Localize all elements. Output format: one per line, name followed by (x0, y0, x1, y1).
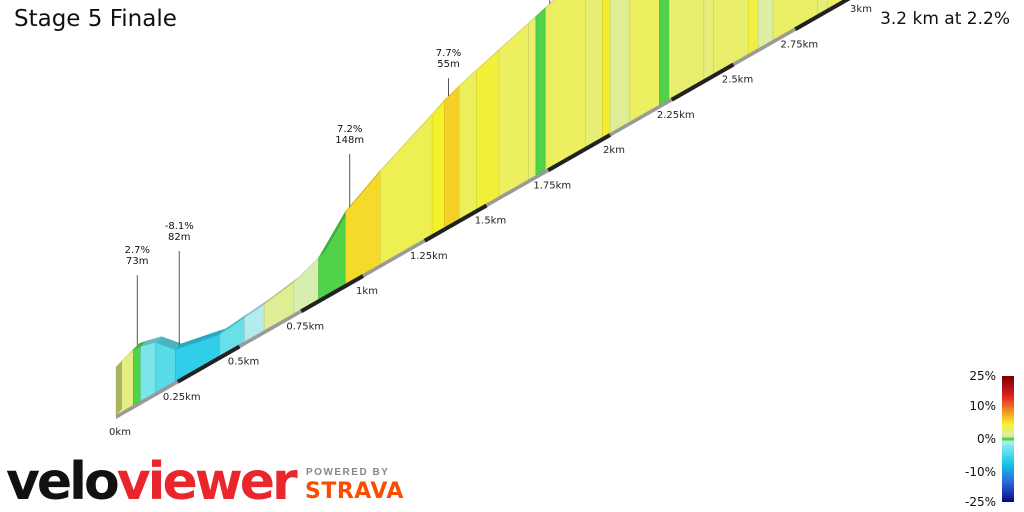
legend-color-bar (1002, 376, 1014, 502)
x-tick-label: 0.5km (228, 357, 259, 368)
profile-segment-top (264, 276, 300, 305)
profile-segment (459, 69, 477, 220)
x-tick-label: 1.25km (410, 251, 448, 262)
x-tick-label: 0.75km (286, 321, 324, 332)
profile-segment (585, 0, 603, 148)
annotation-length: 55m (437, 59, 459, 70)
powered-by-text: POWERED BY (306, 467, 390, 478)
distance-axis: 0km 0.25km 0.5km 0.75km 1km 1.25km 1.5km 1.75km… (109, 0, 872, 438)
gradient-legend: 25% 10% 0% -10% -25% (965, 369, 1014, 506)
logo-part-viewer: viewer (116, 452, 298, 512)
profile-segment (757, 0, 774, 49)
annotation-grade: -8.1% (165, 221, 194, 232)
legend-label: 25% (969, 369, 996, 383)
x-tick-label: 0.25km (163, 392, 201, 403)
profile-segment (602, 0, 611, 138)
x-tick-label: 1.5km (475, 216, 506, 227)
legend-label: -25% (965, 495, 996, 506)
profile-segment-top (459, 64, 483, 86)
profile-segments (115, 0, 844, 416)
distance-bar (547, 133, 611, 172)
profile-segment-top (293, 252, 325, 283)
profile-segment-top (140, 336, 162, 347)
profile-segment-top (545, 0, 555, 8)
elevation-profile-chart: 0km 0.25km 0.5km 0.75km 1km 1.25km 1.5km 1.75km… (109, 0, 872, 438)
segment-annotations: 2.7%73m-8.1%82m7.2%148m7.7%55m4.0%64m6.2… (125, 0, 551, 346)
legend-label: 10% (969, 399, 996, 413)
profile-segment-top (244, 298, 271, 318)
chart-title: Stage 5 Finale (14, 6, 177, 32)
profile-segment (545, 0, 586, 171)
profile-segment-top (535, 1, 552, 17)
profile-segment-top (318, 205, 352, 259)
profile-segment-top (133, 340, 147, 350)
profile-segment-top (219, 311, 251, 335)
profile-segment-top (155, 336, 182, 350)
profile-segment-top (528, 10, 542, 24)
profile-segment (827, 0, 844, 10)
profile-segment (629, 0, 660, 123)
annotation-length: 148m (335, 135, 364, 146)
profile-segment (132, 346, 141, 406)
profile-segment-top (345, 164, 387, 212)
x-tick-label: 3km (850, 4, 872, 15)
distance-bar (670, 62, 735, 102)
profile-segment-top (498, 17, 535, 51)
distance-bar (300, 274, 364, 313)
profile-segment (476, 49, 500, 210)
x-tick-label: 2km (603, 145, 625, 156)
x-tick-label: 1.75km (533, 180, 571, 191)
profile-segment (140, 341, 156, 402)
strava-logo: STRAVA (305, 479, 404, 504)
legend-label: 0% (977, 432, 996, 446)
x-tick-label: 2.5km (722, 75, 753, 86)
profile-segment (703, 0, 715, 80)
profile-start-cap (116, 361, 122, 415)
annotation-grade: 7.7% (436, 48, 461, 59)
annotation-length: 82m (168, 232, 190, 243)
veloviewer-logo: veloviewer (6, 452, 298, 512)
x-tick-label: 1km (356, 286, 378, 297)
annotation-grade: 7.2% (337, 124, 362, 135)
profile-segment (535, 7, 547, 176)
chart-subtitle: 3.2 km at 2.2% (880, 9, 1010, 29)
profile-segment-top (380, 108, 439, 171)
profile-segment (713, 0, 749, 75)
x-tick-label: 0km (109, 427, 131, 438)
legend-label: -10% (965, 465, 996, 479)
profile-segment-top (175, 328, 226, 350)
logo-part-velo: velo (6, 452, 120, 512)
distance-bar (794, 0, 851, 31)
profile-segment-top (476, 44, 505, 71)
profile-segment (748, 0, 759, 55)
profile-segment (528, 15, 537, 181)
profile-segment (431, 99, 445, 236)
profile-segment (659, 0, 670, 106)
profile-segment (345, 169, 381, 285)
x-tick-label: 2.75km (780, 39, 818, 50)
distance-bar (176, 344, 241, 384)
profile-segment (609, 0, 631, 134)
annotation-length: 73m (126, 256, 148, 267)
distance-bar (423, 203, 488, 243)
annotation-grade: 2.7% (125, 245, 150, 256)
x-tick-label: 2.25km (657, 110, 695, 121)
profile-segment (444, 85, 460, 228)
profile-segment (498, 22, 529, 197)
